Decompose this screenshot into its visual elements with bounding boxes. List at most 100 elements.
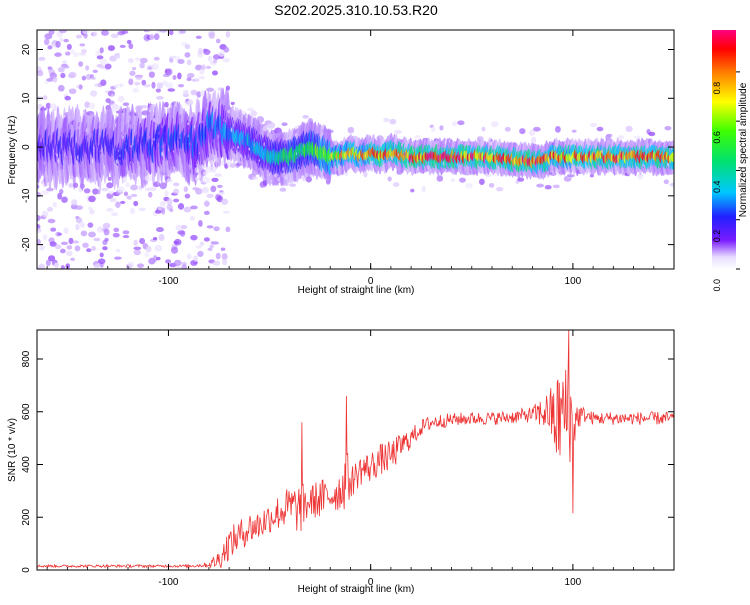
spectrogram-cell <box>212 260 221 266</box>
spectrogram-cell <box>106 182 114 189</box>
spectrogram-cell <box>79 43 86 47</box>
spectrogram-cell <box>139 57 148 64</box>
spectrogram-cell <box>555 126 561 133</box>
spectrogram-cell <box>183 206 192 213</box>
spectrogram-cell <box>648 131 656 137</box>
spectrogram-cell <box>78 61 84 67</box>
spectrogram-cell <box>214 173 222 177</box>
spectrogram-cell <box>206 193 214 199</box>
spectrogram-cell <box>134 57 140 61</box>
spectrogram-cell <box>153 33 160 41</box>
spectrogram-cell <box>220 247 226 251</box>
spectrogram-cell <box>179 30 186 34</box>
spectrogram-cell <box>156 256 161 261</box>
spectrogram-cell <box>596 126 604 132</box>
spectrogram-cell <box>195 23 200 29</box>
spectrogram-cell <box>55 40 61 48</box>
spectrogram-cell <box>279 187 287 192</box>
spectrogram-cell <box>169 55 177 59</box>
spectrogram-cell <box>669 182 674 187</box>
spectrogram-cell <box>181 225 188 230</box>
spectrogram-cell <box>465 182 473 189</box>
spectrogram-cell <box>205 65 212 69</box>
spectrogram-cell <box>42 234 48 241</box>
snr-xlabel: Height of straight line (km) <box>298 584 415 595</box>
spectrogram-cell <box>186 253 192 260</box>
spectrogram-cell <box>120 200 126 204</box>
y-tick-label: 10 <box>21 92 32 104</box>
spectrogram-cell <box>168 30 174 36</box>
y-tick-label: 20 <box>21 44 32 56</box>
spectrogram-cell <box>99 58 108 66</box>
spectrogram-cell <box>531 136 537 144</box>
spectrogram-cell <box>198 220 203 227</box>
spectrogram-cell <box>166 198 173 206</box>
spectrogram-cell <box>637 173 644 180</box>
spectrogram-cell <box>206 87 215 92</box>
spectrogram-cell <box>66 250 73 257</box>
spectrogram-cell <box>139 62 145 69</box>
spectrogram-cell <box>221 198 229 206</box>
y-tick-label: 600 <box>21 403 32 420</box>
spectrogram-cell <box>102 222 111 229</box>
spectrogram-cell <box>102 246 108 251</box>
spectrogram-cell <box>633 135 641 139</box>
spectrogram-cell <box>268 121 276 129</box>
spectrogram-cell <box>410 188 415 193</box>
spectrogram-cell <box>217 30 220 31</box>
snr-frame <box>36 329 675 571</box>
spectrogram-cell <box>137 263 145 268</box>
spectrogram-cell <box>173 188 180 195</box>
spectrogram-cell <box>57 192 63 200</box>
spectrogram-cell <box>211 177 219 183</box>
spectrogram-cell <box>203 210 210 215</box>
spectrogram-cell <box>173 259 182 266</box>
spectrogram-cell <box>186 59 192 66</box>
spectrogram-cell <box>173 238 182 246</box>
spectrogram-cell <box>144 252 150 258</box>
spectrogram-cell <box>305 176 312 183</box>
spectrogram-cell <box>122 230 130 235</box>
spectrogram-cell <box>63 227 69 234</box>
spectrogram-cell <box>59 248 66 254</box>
spectrogram-cell <box>52 202 57 208</box>
spectrogram-cell <box>490 121 499 128</box>
spectrogram-cell <box>195 245 202 249</box>
spectrogram-cell <box>172 74 177 80</box>
spectrogram-cell <box>44 33 53 40</box>
spectrogram-cell <box>133 246 142 250</box>
spectrogram-cell <box>73 51 79 58</box>
spectrogram-cell <box>107 176 112 182</box>
spectrogram-cell <box>83 188 91 194</box>
y-tick-label: -10 <box>21 188 32 203</box>
spectrogram-cell <box>217 191 226 196</box>
spectrogram-cell <box>212 59 218 63</box>
spectrogram-cell <box>97 258 106 265</box>
spectrogram-cell <box>128 43 134 50</box>
spectrogram-cell <box>132 87 139 93</box>
spectrogram-cell <box>43 38 50 46</box>
spectrogram-cell <box>215 38 221 44</box>
spectrogram-cell <box>126 195 132 200</box>
spectrogram-cell <box>589 174 594 178</box>
spectrogram-cell <box>177 202 185 210</box>
spectrogram-cell <box>144 187 153 192</box>
spectrogram-cell <box>37 69 44 77</box>
spectrogram-cell <box>389 118 397 125</box>
spectrogram-cell <box>114 256 122 260</box>
spectrogram-cell <box>62 65 70 69</box>
spectrogram-cell <box>111 103 119 109</box>
spectrogram-cell <box>156 96 164 100</box>
spectrogram-cell <box>528 129 536 136</box>
spectrogram-cell <box>54 244 62 250</box>
spectrogram-cell <box>91 76 96 80</box>
spectrogram-cell <box>57 67 65 73</box>
spectrogram-cell <box>107 45 116 51</box>
spectrogram-cell <box>439 125 444 131</box>
spectrogram-cell <box>92 69 98 73</box>
spectrogram-cell <box>141 79 147 86</box>
spectrogram-cell <box>59 188 64 195</box>
